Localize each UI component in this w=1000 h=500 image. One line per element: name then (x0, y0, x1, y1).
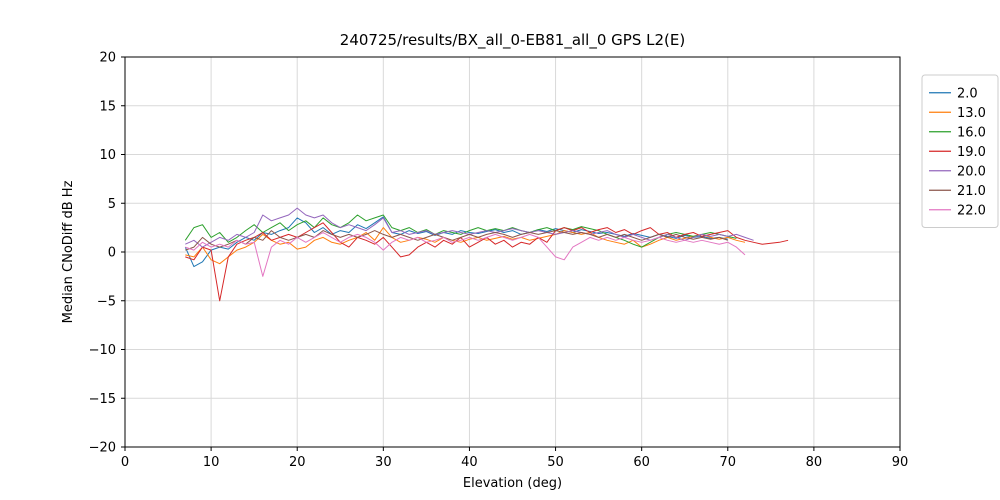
x-axis-label: Elevation (deg) (463, 476, 562, 491)
legend-label: 22.0 (957, 203, 986, 218)
x-tick-label: 60 (633, 455, 650, 470)
series-line-2.0 (184, 216, 728, 268)
series-line-13.0 (185, 227, 746, 265)
legend-label: 21.0 (957, 184, 986, 199)
y-tick-label: −10 (89, 343, 116, 358)
y-axis-label: Median CNoDiff dB Hz (61, 180, 76, 323)
x-tick-label: 40 (461, 455, 478, 470)
y-tick-label: −5 (97, 294, 116, 309)
x-tick-label: 70 (720, 455, 737, 470)
y-tick-label: 10 (99, 148, 116, 163)
legend-label: 2.0 (957, 86, 978, 101)
legend-label: 20.0 (957, 164, 986, 179)
chart-title: 240725/results/BX_all_0-EB81_all_0 GPS L… (340, 31, 685, 50)
y-tick-label: −20 (89, 441, 116, 456)
x-tick-label: 0 (121, 455, 129, 470)
legend-label: 19.0 (957, 145, 986, 160)
y-tick-label: 0 (108, 246, 116, 261)
series-line-16.0 (184, 214, 737, 248)
legend-label: 16.0 (957, 125, 986, 140)
x-tick-label: 20 (289, 455, 306, 470)
y-tick-label: 15 (99, 99, 116, 114)
x-tick-label: 80 (806, 455, 823, 470)
y-tick-label: 20 (99, 51, 116, 66)
x-tick-label: 10 (203, 455, 220, 470)
series-line-22.0 (185, 232, 746, 277)
x-tick-label: 90 (892, 455, 909, 470)
x-tick-label: 30 (375, 455, 392, 470)
y-tick-label: −15 (89, 392, 116, 407)
series-line-21.0 (185, 230, 728, 251)
legend-label: 13.0 (957, 106, 986, 121)
x-tick-label: 50 (547, 455, 564, 470)
legend-box (921, 74, 999, 228)
y-tick-label: 5 (108, 197, 116, 212)
